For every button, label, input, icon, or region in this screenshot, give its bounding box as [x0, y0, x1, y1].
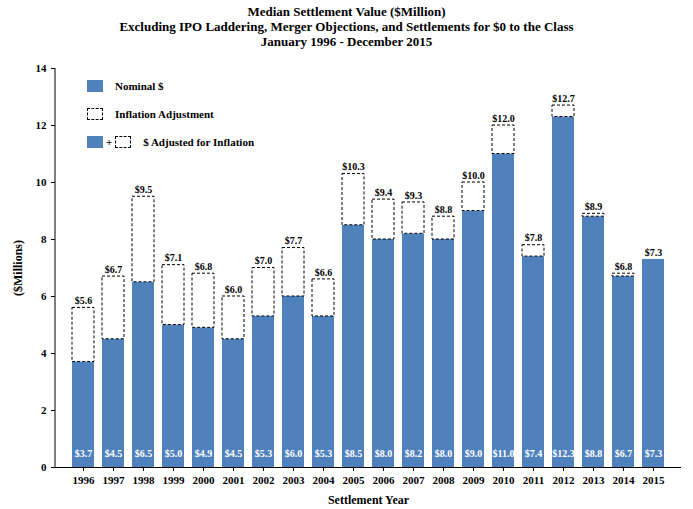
- svg-text:2009: 2009: [463, 474, 486, 486]
- svg-text:2: 2: [41, 404, 47, 416]
- svg-text:$6.0: $6.0: [225, 284, 243, 295]
- svg-text:$6.8: $6.8: [195, 261, 213, 272]
- html-text:Nominal $: Nominal $: [115, 80, 164, 92]
- svg-text:$6.8: $6.8: [615, 261, 633, 272]
- svg-text:12: 12: [36, 119, 48, 131]
- svg-text:6: 6: [41, 290, 47, 302]
- svg-text:$12.0: $12.0: [492, 113, 515, 124]
- svg-text:2013: 2013: [583, 474, 606, 486]
- svg-text:0: 0: [41, 461, 47, 473]
- html-text:Median Settlement Value ($Mill: Median Settlement Value ($Million): [247, 4, 446, 19]
- svg-text:$7.4: $7.4: [525, 448, 543, 459]
- svg-text:$8.5: $8.5: [345, 448, 363, 459]
- svg-text:$7.3: $7.3: [645, 247, 663, 258]
- svg-text:$4.5: $4.5: [105, 448, 123, 459]
- svg-text:$12.3: $12.3: [552, 448, 575, 459]
- html-text:Excluding IPO Laddering, Merge: Excluding IPO Laddering, Merger Objectio…: [119, 19, 574, 34]
- svg-text:$9.4: $9.4: [375, 187, 393, 198]
- svg-text:$5.6: $5.6: [75, 295, 93, 306]
- svg-text:$8.0: $8.0: [435, 448, 453, 459]
- svg-text:$7.0: $7.0: [255, 255, 273, 266]
- svg-text:1996: 1996: [73, 474, 96, 486]
- svg-text:$8.2: $8.2: [405, 448, 423, 459]
- html-text:$ Adjusted for Inflation: $ Adjusted for Inflation: [143, 136, 254, 148]
- html-text:Inflation Adjustment: Inflation Adjustment: [115, 108, 214, 120]
- svg-text:$10.3: $10.3: [342, 161, 365, 172]
- svg-text:$4.5: $4.5: [225, 448, 243, 459]
- svg-text:2003: 2003: [283, 474, 306, 486]
- svg-text:2006: 2006: [373, 474, 396, 486]
- svg-text:$3.7: $3.7: [75, 448, 93, 459]
- svg-text:2002: 2002: [253, 474, 276, 486]
- svg-text:$6.7: $6.7: [615, 448, 633, 459]
- svg-text:2012: 2012: [553, 474, 576, 486]
- svg-text:$7.8: $7.8: [525, 232, 543, 243]
- svg-text:2000: 2000: [193, 474, 216, 486]
- svg-text:$11.0: $11.0: [493, 448, 515, 459]
- svg-text:$6.6: $6.6: [315, 267, 333, 278]
- svg-text:$10.0: $10.0: [462, 170, 485, 181]
- svg-text:$5.3: $5.3: [315, 448, 333, 459]
- svg-text:1997: 1997: [103, 474, 126, 486]
- svg-text:$8.0: $8.0: [375, 448, 393, 459]
- svg-text:$7.3: $7.3: [645, 448, 663, 459]
- svg-text:10: 10: [36, 176, 48, 188]
- svg-text:$8.8: $8.8: [585, 448, 603, 459]
- svg-text:$6.7: $6.7: [105, 264, 123, 275]
- svg-text:$9.5: $9.5: [135, 184, 153, 195]
- svg-text:1999: 1999: [163, 474, 186, 486]
- svg-text:14: 14: [36, 62, 48, 74]
- svg-text:2010: 2010: [493, 474, 516, 486]
- svg-text:2008: 2008: [433, 474, 456, 486]
- svg-text:2005: 2005: [343, 474, 366, 486]
- svg-text:2014: 2014: [613, 474, 636, 486]
- svg-text:$5.0: $5.0: [165, 448, 183, 459]
- svg-text:2015: 2015: [643, 474, 666, 486]
- svg-text:1998: 1998: [133, 474, 156, 486]
- svg-text:2007: 2007: [403, 474, 426, 486]
- svg-text:2004: 2004: [313, 474, 336, 486]
- svg-text:$9.3: $9.3: [405, 190, 423, 201]
- html-text:January 1996 - December 2015: January 1996 - December 2015: [260, 34, 433, 49]
- svg-text:$6.0: $6.0: [285, 448, 303, 459]
- svg-text:$7.1: $7.1: [165, 252, 183, 263]
- svg-text:Settlement Year: Settlement Year: [328, 493, 410, 507]
- svg-text:$12.7: $12.7: [552, 93, 575, 104]
- svg-text:4: 4: [41, 347, 47, 359]
- svg-text:$8.9: $8.9: [585, 201, 603, 212]
- svg-text:8: 8: [41, 233, 47, 245]
- svg-text:$7.7: $7.7: [285, 235, 303, 246]
- svg-text:$8.8: $8.8: [435, 204, 453, 215]
- svg-text:($Millions): ($Millions): [11, 240, 25, 296]
- svg-text:$9.0: $9.0: [465, 448, 483, 459]
- svg-text:$5.3: $5.3: [255, 448, 273, 459]
- svg-text:$4.9: $4.9: [195, 448, 213, 459]
- svg-text:$6.5: $6.5: [135, 448, 153, 459]
- svg-text:2001: 2001: [223, 474, 245, 486]
- svg-text:2011: 2011: [523, 474, 544, 486]
